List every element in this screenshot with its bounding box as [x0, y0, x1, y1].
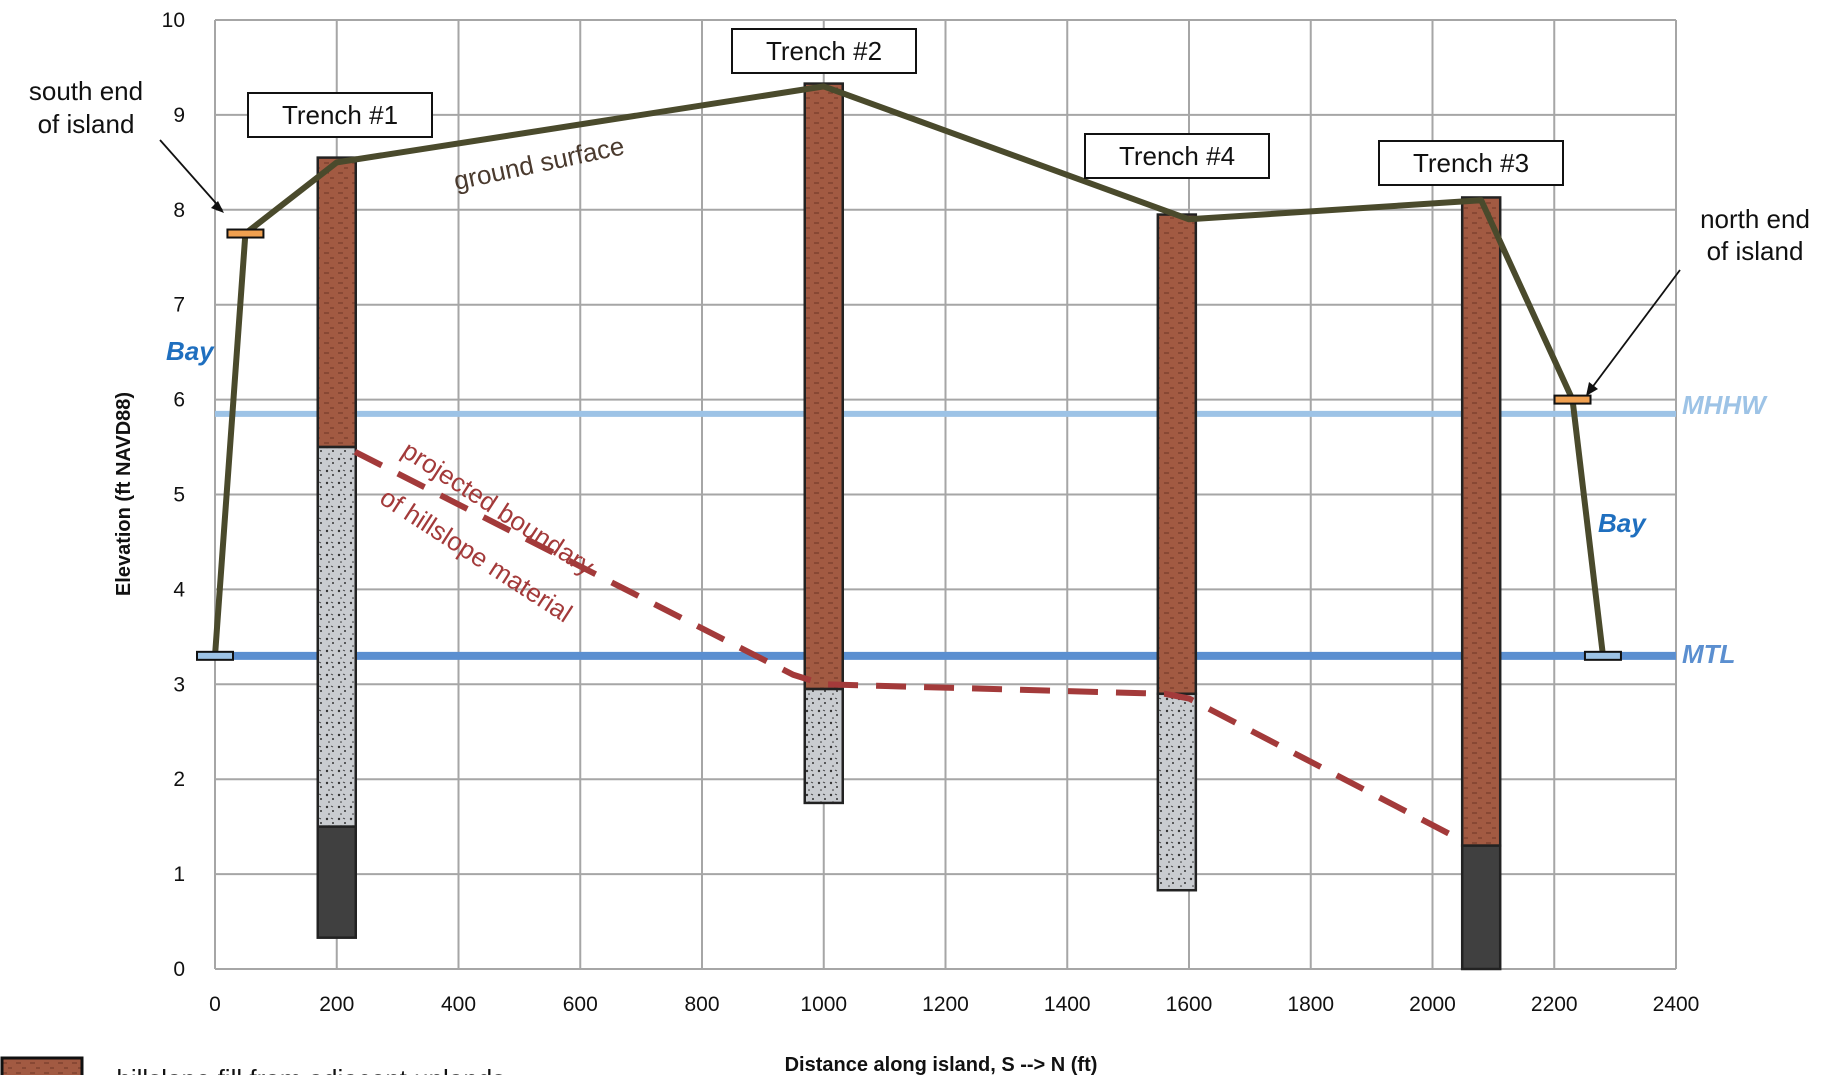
trench-label-box [247, 92, 433, 138]
y-tick-label: 4 [173, 578, 185, 601]
x-tick-label: 2400 [1653, 993, 1700, 1016]
x-axis-title: Distance along island, S --> N (ft) [785, 1054, 1098, 1075]
ground-surface-line [212, 83, 1606, 657]
trench-label-box [1378, 140, 1564, 186]
y-tick-label: 5 [173, 484, 185, 507]
elevation-marker [196, 650, 234, 661]
y-axis-ticks: 0 1 2 3 4 5 6 7 8 9 10 [162, 9, 186, 981]
y-tick-label: 7 [173, 294, 185, 317]
y-tick-label: 9 [173, 104, 185, 127]
boundary-line [353, 449, 1465, 844]
x-tick-label: 2000 [1409, 993, 1456, 1016]
x-tick-label: 1200 [922, 993, 969, 1016]
trench-layer-fill [1460, 196, 1502, 847]
trench-label: Trench #4 [1119, 141, 1235, 171]
trench-layer-dark [316, 825, 357, 939]
x-tick-label: 2200 [1531, 993, 1578, 1016]
trench-layer-fill [316, 156, 357, 449]
trench-label: Trench #1 [282, 100, 398, 130]
y-tick-label: 3 [173, 673, 185, 696]
trench-layer-dark [1460, 844, 1502, 971]
trench-label-box [731, 28, 917, 74]
trench-label: Trench #2 [766, 36, 882, 66]
north-end-label-line2: of island [1707, 236, 1804, 266]
y-tick-label: 1 [173, 863, 185, 886]
north-end-label-line1: north end [1700, 204, 1810, 234]
bay-label-north: Bay [1598, 508, 1647, 538]
trench-layer-fill [1156, 213, 1198, 696]
y-tick-label: 2 [173, 768, 185, 791]
x-tick-label: 800 [684, 993, 719, 1016]
x-tick-label: 200 [319, 993, 354, 1016]
y-tick-label: 6 [173, 389, 185, 412]
south-end-arrow-head [211, 201, 224, 213]
y-tick-label: 10 [162, 9, 185, 32]
x-tick-label: 1800 [1287, 993, 1334, 1016]
x-tick-label: 0 [209, 993, 221, 1016]
x-tick-label: 1400 [1044, 993, 1091, 1016]
mhhw-label: MHHW [1682, 390, 1768, 420]
north-end-arrow [1587, 269, 1681, 394]
elevation-marker [226, 228, 265, 239]
elevation-markers [196, 228, 1622, 661]
x-axis-ticks: 0 200 400 600 800 1000 1200 1400 1600 1800 2000 220… [209, 993, 1699, 1016]
legend-swatch-fill [0, 1056, 84, 1075]
trench-layer-gravel [316, 445, 357, 828]
trench-layer-fill [803, 82, 844, 691]
trench-columns [316, 82, 1502, 971]
x-tick-label: 600 [563, 993, 598, 1016]
elevation-marker [1583, 650, 1622, 661]
trench-labels: Trench #1 Trench #2 Trench #4 Trench #3 [247, 28, 1564, 186]
bay-label-south: Bay [166, 336, 215, 366]
trench-label: Trench #3 [1413, 148, 1529, 178]
legend-label-fill: = hillslope fill from adjacent uplands [94, 1064, 505, 1075]
trench-label-box [1084, 133, 1270, 179]
x-tick-label: 1000 [800, 993, 847, 1016]
y-tick-label: 0 [173, 958, 185, 981]
y-axis-title: Elevation (ft NAVD88) [113, 392, 135, 596]
mtl-label: MTL [1682, 639, 1735, 669]
south-end-label-line1: south end [29, 76, 143, 106]
north-end-arrow-head [1586, 382, 1598, 396]
south-end-arrow [159, 139, 223, 211]
trench-layer-gravel [1156, 692, 1198, 892]
y-tick-label: 8 [173, 199, 185, 222]
trench-layer-gravel [803, 687, 844, 805]
x-tick-label: 400 [441, 993, 476, 1016]
elevation-marker [1553, 394, 1592, 405]
x-tick-label: 1600 [1166, 993, 1213, 1016]
south-end-label-line2: of island [38, 109, 135, 139]
